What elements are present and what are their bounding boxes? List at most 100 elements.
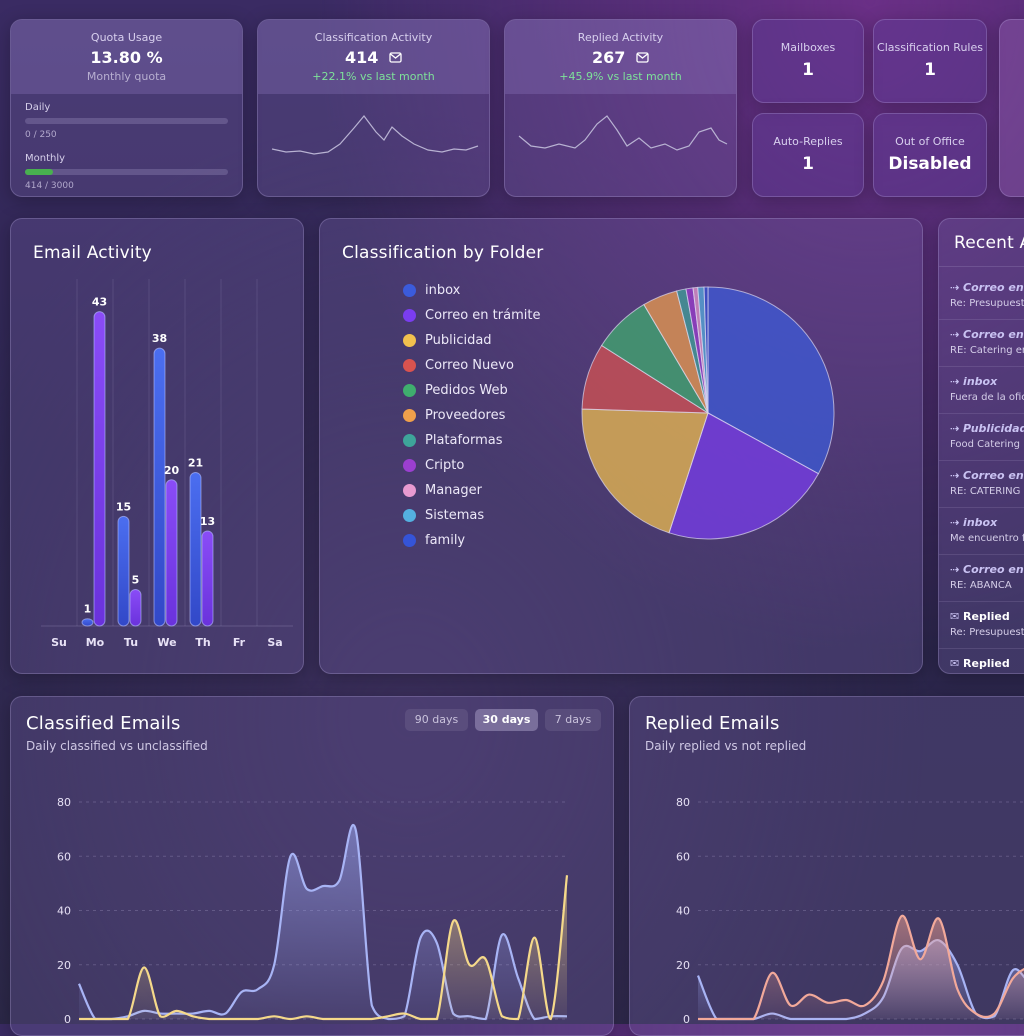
replied-sparkline (518, 115, 728, 151)
day-label-sa: Sa (267, 636, 282, 649)
monthly-progress-fill (25, 169, 53, 175)
out-of-office-value: Disabled (888, 154, 972, 174)
bar-value-label: 1 (84, 603, 92, 616)
legend-swatch (403, 409, 416, 422)
daily-progress-bar (25, 118, 228, 124)
legend-label: inbox (425, 283, 461, 298)
recent-activity-item[interactable]: ⇢ Correo en t Re: Presupuest (939, 273, 1024, 320)
mailboxes-card[interactable]: Mailboxes 1 (752, 19, 864, 103)
monthly-label: Monthly (25, 153, 66, 164)
range-30-days-button[interactable]: 30 days (475, 709, 538, 731)
classification-rules-card[interactable]: Classification Rules 1 (873, 19, 987, 103)
folder-pie-chart (581, 286, 835, 540)
legend-item[interactable]: Plataformas (403, 428, 540, 453)
classification-sparkline (271, 115, 479, 155)
daily-value: 0 / 250 (25, 130, 57, 140)
y-tick-label: 20 (676, 959, 690, 972)
legend-swatch (403, 534, 416, 547)
forward-icon: ⇢ (950, 328, 964, 341)
day-label-su: Su (51, 636, 67, 649)
auto-replies-card[interactable]: Auto-Replies 1 (752, 113, 864, 197)
y-tick-label: 20 (57, 959, 71, 972)
mailboxes-label: Mailboxes (780, 41, 836, 54)
legend-item[interactable]: inbox (403, 278, 540, 303)
mailboxes-value: 1 (802, 60, 814, 80)
legend-item[interactable]: Publicidad (403, 328, 540, 353)
recent-activity-item[interactable]: ⇢ Correo en t RE: CATERING (939, 461, 1024, 508)
forward-icon: ⇢ (950, 563, 964, 576)
y-tick-label: 40 (676, 905, 690, 918)
recent-activity-item[interactable]: ⇢ Correo en t RE: Catering en (939, 320, 1024, 367)
replied-emails-subtitle: Daily replied vs not replied (645, 739, 807, 753)
bar-we-0[interactable] (153, 347, 166, 627)
classification-activity-card[interactable]: Classification Activity 414 +22.1% vs la… (257, 19, 490, 197)
reply-icon: ✉ (950, 657, 964, 670)
area-fill-series-1 (698, 915, 1024, 1019)
quota-title: Quota Usage (90, 31, 163, 44)
stat-card-cut-off[interactable] (999, 19, 1024, 197)
classification-rules-value: 1 (924, 60, 936, 80)
y-tick-label: 0 (64, 1013, 71, 1026)
legend-item[interactable]: Pedidos Web (403, 378, 540, 403)
bar-th-1[interactable] (201, 530, 214, 627)
legend-label: Pedidos Web (425, 383, 508, 398)
pie-slice-0[interactable] (707, 286, 835, 475)
recent-activity-item[interactable]: ✉ Replied Re: Presupuest (939, 602, 1024, 649)
folder-legend: inbox Correo en trámite Publicidad Correo N… (403, 278, 540, 553)
legend-item[interactable]: Sistemas (403, 503, 540, 528)
legend-swatch (403, 384, 416, 397)
bar-we-1[interactable] (165, 479, 178, 627)
area-line-series-1[interactable] (698, 914, 1024, 1021)
recent-activity-subject: RE: ABANCA (950, 580, 1012, 591)
recent-activity-subject: RE: CATERING (950, 486, 1021, 497)
day-label-th: Th (195, 636, 210, 649)
legend-item[interactable]: family (403, 528, 540, 553)
replied-activity-change: +45.9% vs last month (559, 70, 682, 83)
legend-swatch (403, 484, 416, 497)
bar-tu-0[interactable] (117, 515, 130, 627)
pie-slice-2[interactable] (581, 408, 709, 534)
legend-label: Correo en trámite (425, 308, 541, 323)
out-of-office-card[interactable]: Out of Office Disabled (873, 113, 987, 197)
legend-item[interactable]: Proveedores (403, 403, 540, 428)
classified-emails-chart: 0 20 40 60 80 (57, 796, 569, 1026)
legend-swatch (403, 434, 416, 447)
recent-activity-title: Recent A (954, 233, 1024, 253)
bar-mo-1[interactable] (93, 311, 106, 627)
legend-swatch (403, 509, 416, 522)
recent-activity-item[interactable]: ⇢ Correo en t RE: ABANCA (939, 555, 1024, 602)
bar-tu-1[interactable] (129, 588, 142, 627)
email-activity-title: Email Activity (33, 243, 152, 263)
legend-item[interactable]: Manager (403, 478, 540, 503)
range-90-days-button[interactable]: 90 days (405, 709, 468, 731)
legend-item[interactable]: Cripto (403, 453, 540, 478)
area-fill-series-0 (79, 824, 567, 1019)
recent-activity-item[interactable]: ⇢ Publicidad Food Catering (939, 414, 1024, 461)
legend-item[interactable]: Correo en trámite (403, 303, 540, 328)
forward-icon: ⇢ (950, 375, 964, 388)
bar-th-0[interactable] (189, 471, 202, 627)
legend-label: Sistemas (425, 508, 485, 523)
range-7-days-button[interactable]: 7 days (545, 709, 601, 731)
daily-label: Daily (25, 102, 51, 113)
reply-icon: ✉ (950, 610, 964, 623)
replied-activity-card[interactable]: Replied Activity 267 +45.9% vs last mont… (504, 19, 737, 197)
y-tick-label: 0 (683, 1013, 690, 1026)
legend-item[interactable]: Correo Nuevo (403, 353, 540, 378)
folder-chart-title: Classification by Folder (342, 243, 544, 263)
bar-value-label: 21 (188, 456, 203, 469)
recent-activity-title: Correo en t (963, 469, 1024, 482)
recent-activity-subject: Me encuentro f (950, 533, 1024, 544)
recent-activity-title: Correo en t (963, 281, 1024, 294)
pie-slice-1[interactable] (668, 412, 820, 540)
recent-activity-item[interactable]: ⇢ inbox Fuera de la ofic (939, 367, 1024, 414)
area-line-series-1[interactable] (79, 875, 569, 1021)
recent-activity-item[interactable]: ⇢ inbox Me encuentro f (939, 508, 1024, 555)
out-of-office-label: Out of Office (895, 135, 965, 148)
recent-activity-list: ⇢ Correo en tRe: Presupuest⇢ Correo en t… (939, 273, 1024, 673)
pie-slice-10[interactable] (703, 286, 709, 414)
classification-by-folder-card: Classification by Folder inbox Correo en … (319, 218, 923, 674)
classification-rules-label: Classification Rules (877, 41, 983, 54)
bar-mo-0[interactable] (81, 618, 94, 627)
recent-activity-item[interactable]: ✉ Replied (939, 649, 1024, 673)
